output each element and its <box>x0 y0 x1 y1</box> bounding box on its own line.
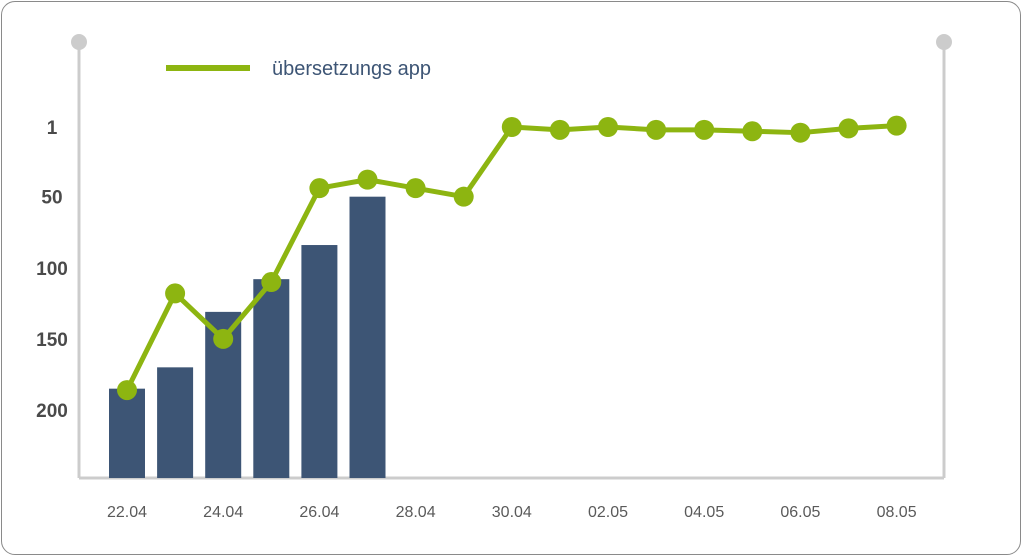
series-point <box>357 169 378 190</box>
line-series <box>117 115 907 401</box>
x-tick-label: 02.05 <box>588 504 628 521</box>
series-point <box>213 328 234 349</box>
legend: übersetzungs app <box>166 58 431 80</box>
series-point <box>838 118 859 139</box>
series-point <box>501 117 522 137</box>
series-point <box>694 119 715 140</box>
x-tick-label: 24.04 <box>203 504 243 521</box>
axis-cap-right <box>936 34 952 50</box>
x-tick-labels: 22.04 24.04 26.04 28.04 30.04 02.05 04.05 06.05… <box>107 504 917 521</box>
y-tick-label: 1 <box>47 118 58 139</box>
y-tick-label: 100 <box>36 259 68 280</box>
bar <box>109 388 145 478</box>
series-point <box>453 186 474 207</box>
x-tick-label: 06.05 <box>780 504 820 521</box>
series-point <box>165 283 186 304</box>
x-tick-label: 28.04 <box>396 504 436 521</box>
bar <box>349 196 386 478</box>
x-tick-label: 22.04 <box>107 504 147 521</box>
axis-cap-left <box>71 34 87 50</box>
bar <box>157 367 194 478</box>
series-point <box>790 122 811 143</box>
legend-label: übersetzungs app <box>272 58 431 80</box>
y-tick-label: 150 <box>36 330 68 351</box>
series-point <box>261 272 282 293</box>
series-point <box>549 119 570 140</box>
series-line <box>124 123 897 392</box>
y-tick-label: 50 <box>41 188 62 209</box>
x-tick-label: 08.05 <box>877 504 917 521</box>
chart-axes <box>71 34 952 480</box>
series-point <box>309 178 330 199</box>
bar-series <box>109 196 386 478</box>
series-point <box>598 117 618 137</box>
bar <box>301 245 338 478</box>
series-point <box>742 121 763 142</box>
x-tick-label: 26.04 <box>299 504 339 521</box>
x-tick-label: 30.04 <box>492 504 532 521</box>
series-point <box>117 380 137 401</box>
bar <box>253 279 290 478</box>
y-tick-label: 200 <box>36 401 68 422</box>
series-point <box>646 119 667 140</box>
series-point <box>405 178 426 199</box>
x-tick-label: 04.05 <box>684 504 724 521</box>
series-point <box>886 115 907 136</box>
